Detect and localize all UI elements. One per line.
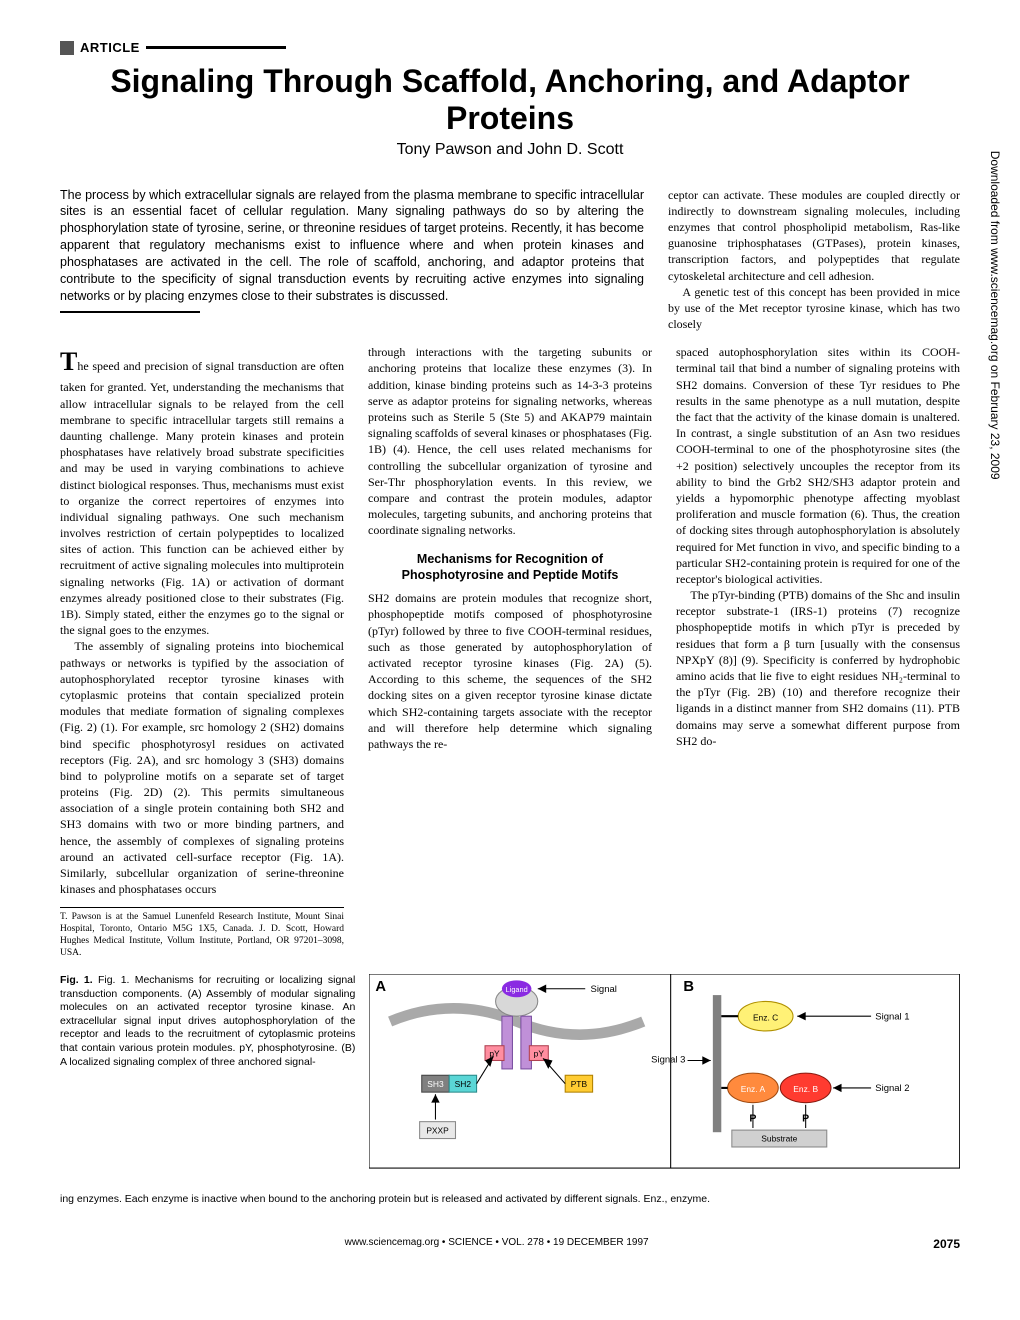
receptor-tm-left <box>502 1016 513 1069</box>
py-right-text: pY <box>534 1048 545 1058</box>
body-p4: SH2 domains are protein modules that rec… <box>368 590 652 752</box>
download-watermark: Downloaded from www.sciencemag.org on Fe… <box>988 151 1002 480</box>
figure-caption-below: ing enzymes. Each enzyme is inactive whe… <box>60 1193 960 1207</box>
receptor-tm-right <box>521 1016 532 1069</box>
py-left-text: pY <box>490 1048 501 1058</box>
sh2-text: SH2 <box>455 1079 472 1089</box>
dropcap: T <box>60 347 77 376</box>
footer-line: www.sciencemag.org • SCIENCE • VOL. 278 … <box>345 1237 649 1248</box>
figure-svg: A Ligand Signal pY pY SH3 SH2 <box>369 974 960 1190</box>
ptb-text: PTB <box>571 1079 588 1089</box>
body-p6-start: A genetic test of this concept has been … <box>668 284 960 333</box>
signal-label-a: Signal <box>591 984 617 995</box>
body-p1-text: he speed and precision of signal transdu… <box>60 359 344 637</box>
body-p2: The assembly of signaling proteins into … <box>60 638 344 897</box>
section-heading: Mechanisms for Recognition of Phosphotyr… <box>368 551 652 585</box>
article-label-bar <box>60 41 74 55</box>
substrate-text: Substrate <box>762 1134 798 1144</box>
article-label: ARTICLE <box>60 40 960 55</box>
signal2-text: Signal 2 <box>876 1083 910 1094</box>
body-p1: The speed and precision of signal transd… <box>60 344 344 638</box>
body-p6: spaced autophosphorylation sites within … <box>676 344 960 587</box>
ligand-label: Ligand <box>506 985 528 994</box>
signal3-text: Signal 3 <box>651 1054 685 1065</box>
pxxp-text: PXXP <box>427 1125 450 1135</box>
figure-caption-left-text: Fig. 1. Mechanisms for recruiting or loc… <box>60 974 355 1068</box>
abstract-text: The process by which extracellular signa… <box>60 188 644 303</box>
figure-caption-left: Fig. 1. Fig. 1. Mechanisms for recruitin… <box>60 974 355 1190</box>
affiliation: T. Pawson is at the Samuel Lunenfeld Res… <box>60 907 344 960</box>
page-footer: www.sciencemag.org • SCIENCE • VOL. 278 … <box>60 1237 960 1248</box>
body-p3: through interactions with the targeting … <box>368 344 652 538</box>
panel-b-label: B <box>684 979 695 995</box>
abstract: The process by which extracellular signa… <box>60 187 644 333</box>
sh3-text: SH3 <box>428 1079 445 1089</box>
article-authors: Tony Pawson and John D. Scott <box>60 141 960 159</box>
anchor-bar <box>713 995 721 1132</box>
abstract-rule <box>60 311 200 313</box>
enz-c-text: Enz. C <box>753 1012 778 1022</box>
signal1-text: Signal 1 <box>876 1011 910 1022</box>
page-number: 2075 <box>933 1237 960 1251</box>
body-columns: The speed and precision of signal transd… <box>60 344 960 960</box>
panel-a-label: A <box>376 979 387 995</box>
body-p7: The pTyr-binding (PTB) domains of the Sh… <box>676 587 960 749</box>
enz-b-text: Enz. B <box>794 1084 819 1094</box>
body-p5: ceptor can activate. These modules are c… <box>668 187 960 284</box>
figure-svg-element: A Ligand Signal pY pY SH3 SH2 <box>369 974 960 1185</box>
article-title: Signaling Through Scaffold, Anchoring, a… <box>60 63 960 137</box>
article-label-line <box>146 46 286 49</box>
column3-top: ceptor can activate. These modules are c… <box>668 187 960 333</box>
figure-1: Fig. 1. Fig. 1. Mechanisms for recruitin… <box>60 974 960 1190</box>
enz-a-text: Enz. A <box>741 1084 766 1094</box>
article-label-text: ARTICLE <box>80 40 140 55</box>
